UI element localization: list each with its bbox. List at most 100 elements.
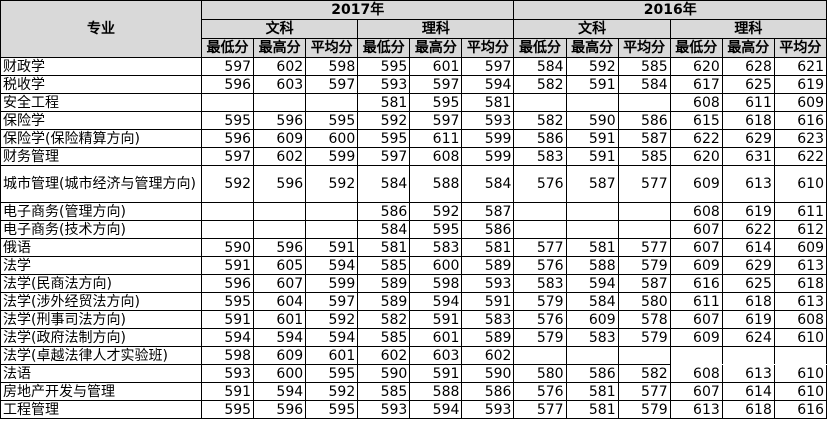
score-cell-min: 592 — [357, 111, 411, 130]
score-cell-avg: 587 — [617, 129, 671, 148]
score-cell-min — [200, 220, 255, 239]
score-cell-min: 585 — [357, 382, 411, 401]
score-cell-max: 619 — [721, 310, 775, 329]
score-cell-max: 588 — [409, 165, 463, 203]
score-cell-max: 587 — [565, 165, 619, 203]
score-cell-max: 597 — [409, 111, 463, 130]
score-cell-max: 598 — [409, 274, 463, 293]
score-cell-avg — [773, 346, 827, 365]
major-name-cell: 法学(涉外经贸法方向) — [0, 292, 202, 311]
score-cell-min: 576 — [513, 165, 567, 203]
metric-header-max: 最高分 — [565, 38, 619, 58]
score-cell-avg: 592 — [305, 382, 359, 401]
table-row: 俄语 590 596 591 581 583 581 577 581 577 607 614 609 — [0, 238, 827, 257]
score-cell-max: 601 — [409, 328, 463, 347]
major-name-cell: 俄语 — [0, 238, 202, 257]
table-row: 保险学 595 596 595 592 597 593 582 590 586 615 618 616 — [0, 111, 827, 130]
score-cell-avg: 577 — [617, 382, 671, 401]
major-column-header: 专业 — [0, 0, 202, 58]
table-row: 房地产开发与管理 591 594 592 585 588 586 576 581 577 607 61… — [0, 382, 827, 401]
score-cell-min: 584 — [357, 165, 411, 203]
score-cell-min: 596 — [200, 129, 255, 148]
score-cell-avg: 579 — [617, 400, 671, 419]
score-cell-min: 607 — [669, 238, 723, 257]
score-cell-avg: 610 — [773, 364, 827, 383]
score-cell-max: 581 — [565, 382, 619, 401]
score-cell-min: 597 — [200, 57, 255, 76]
score-cell-min — [513, 220, 567, 239]
score-cell-avg: 621 — [773, 57, 827, 76]
score-cell-min: 596 — [200, 75, 255, 94]
score-cell-max: 581 — [565, 238, 619, 257]
metric-header-max: 最高分 — [409, 38, 463, 58]
table-row: 财务管理 597 602 599 597 608 599 583 591 585 620 631 622 — [0, 147, 827, 166]
metric-header-max: 最高分 — [253, 38, 307, 58]
score-cell-avg: 592 — [305, 310, 359, 329]
score-cell-max: 596 — [253, 165, 307, 203]
score-cell-max — [253, 202, 307, 221]
score-cell-min: 593 — [200, 364, 255, 383]
score-cell-min: 608 — [669, 364, 723, 383]
score-cell-max: 602 — [253, 57, 307, 76]
score-cell-avg: 597 — [305, 292, 359, 311]
score-cell-min: 607 — [669, 382, 723, 401]
table-row: 城市管理(城市经济与管理方向) 592 596 592 584 588 584 576 587 5… — [0, 165, 827, 203]
metric-header-avg: 平均分 — [773, 38, 827, 58]
score-cell-min: 582 — [357, 310, 411, 329]
score-cell-max: 603 — [409, 346, 463, 365]
score-cell-min — [200, 93, 255, 112]
score-cell-max: 594 — [409, 292, 463, 311]
major-name-cell: 法学(刑事司法方向) — [0, 310, 202, 329]
score-cell-max: 583 — [409, 238, 463, 257]
score-cell-min: 622 — [669, 129, 723, 148]
score-cell-avg: 619 — [773, 75, 827, 94]
metric-header-avg: 平均分 — [617, 38, 671, 58]
table-row: 法学(卓越法律人才实验班) 598 609 601 602 603 602 — [0, 346, 827, 365]
score-cell-min: 609 — [669, 165, 723, 203]
score-cell-avg: 586 — [461, 382, 515, 401]
major-name-cell: 财政学 — [0, 57, 202, 76]
score-cell-avg: 577 — [617, 238, 671, 257]
score-cell-avg: 583 — [461, 310, 515, 329]
major-name-cell: 房地产开发与管理 — [0, 382, 202, 401]
score-cell-max: 596 — [253, 400, 307, 419]
score-cell-min: 585 — [357, 256, 411, 275]
score-cell-avg: 610 — [773, 328, 827, 347]
score-cell-avg: 595 — [305, 111, 359, 130]
major-name-cell: 法语 — [0, 364, 202, 383]
score-cell-max: 595 — [409, 220, 463, 239]
score-cell-avg: 598 — [305, 57, 359, 76]
score-cell-min: 596 — [200, 274, 255, 293]
score-cell-min: 595 — [357, 57, 411, 76]
metric-header-avg: 平均分 — [461, 38, 515, 58]
table-body: 财政学 597 602 598 595 601 597 584 592 585 620 628 621 税… — [0, 57, 827, 419]
header-row-years: 专业 2017年 2016年 — [0, 0, 827, 58]
score-cell-avg: 584 — [461, 165, 515, 203]
score-cell-avg: 599 — [461, 147, 515, 166]
table-row: 财政学 597 602 598 595 601 597 584 592 585 620 628 621 — [0, 57, 827, 76]
score-cell-min: 620 — [669, 57, 723, 76]
score-cell-min: 595 — [357, 129, 411, 148]
score-cell-avg: 600 — [305, 129, 359, 148]
score-cell-min: 579 — [513, 292, 567, 311]
score-cell-max: 592 — [565, 57, 619, 76]
score-cell-avg: 581 — [461, 93, 515, 112]
score-cell-min: 591 — [200, 310, 255, 329]
score-cell-min: 586 — [357, 202, 411, 221]
score-cell-min: 616 — [669, 274, 723, 293]
score-cell-min — [669, 346, 723, 365]
score-cell-min: 593 — [357, 75, 411, 94]
score-cell-avg: 594 — [305, 256, 359, 275]
metric-header-min: 最低分 — [357, 38, 411, 58]
score-cell-max: 625 — [721, 274, 775, 293]
score-cell-avg: 591 — [461, 292, 515, 311]
score-cell-max: 591 — [409, 364, 463, 383]
score-cell-min: 581 — [357, 238, 411, 257]
score-cell-avg: 591 — [305, 238, 359, 257]
score-cell-avg: 613 — [773, 292, 827, 311]
score-cell-min: 598 — [200, 346, 255, 365]
score-cell-avg: 585 — [617, 57, 671, 76]
score-cell-min: 579 — [513, 328, 567, 347]
score-cell-min: 607 — [669, 220, 723, 239]
score-cell-max: 591 — [565, 75, 619, 94]
